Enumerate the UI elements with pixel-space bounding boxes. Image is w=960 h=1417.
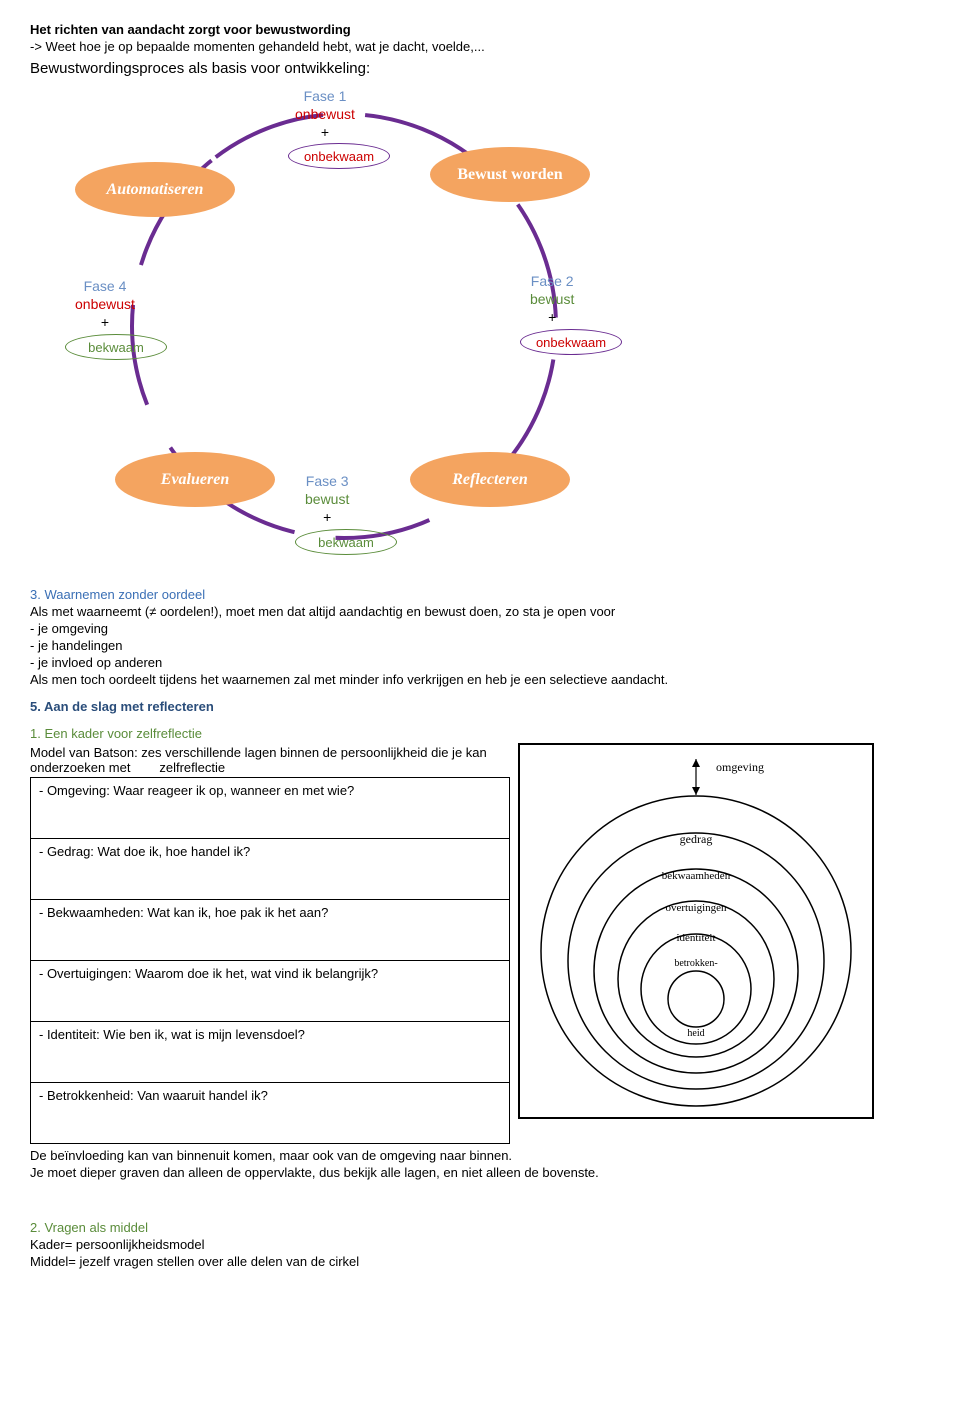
svg-text:gedrag: gedrag	[680, 832, 713, 846]
intro-line2: -> Weet hoe je op bepaalde momenten geha…	[30, 39, 930, 54]
table-row: - Betrokkenheid: Van waaruit handel ik?	[31, 1083, 509, 1143]
kader-intro-b: zelfreflectie	[159, 760, 225, 775]
oval-bewustworden: Bewust worden	[430, 147, 590, 202]
svg-text:heid: heid	[687, 1028, 704, 1039]
batson-circles: omgeving gedrag bekwaamheden overtuiging…	[518, 743, 874, 1119]
kader-section: 1. Een kader voor zelfreflectie Model va…	[30, 726, 930, 1180]
svg-text:overtuigingen: overtuigingen	[665, 902, 727, 914]
fase1-oval: onbekwaam	[288, 143, 390, 169]
intro-line1: Het richten van aandacht zorgt voor bewu…	[30, 22, 930, 37]
fase4: Fase 4 onbewust +	[75, 277, 135, 332]
sec3-b2: - je handelingen	[30, 638, 930, 653]
fase4-oval: bekwaam	[65, 334, 167, 360]
table-row: - Identiteit: Wie ben ik, wat is mijn le…	[31, 1022, 509, 1083]
fase3: Fase 3 bewust +	[305, 472, 349, 527]
sec3-b1: - je omgeving	[30, 621, 930, 636]
fase2: Fase 2 bewust +	[530, 272, 574, 327]
sec3-line2: Als men toch oordeelt tijdens het waarne…	[30, 672, 930, 687]
fase3-oval: bekwaam	[295, 529, 397, 555]
oval-evalueren: Evalueren	[115, 452, 275, 507]
kader-out1: De beïnvloeding kan van binnenuit komen,…	[30, 1148, 930, 1163]
oval-reflecteren: Reflecteren	[410, 452, 570, 507]
vragen-l1: Kader= persoonlijkheidsmodel	[30, 1237, 930, 1252]
vragen-l2: Middel= jezelf vragen stellen over alle …	[30, 1254, 930, 1269]
sec3-b3: - je invloed op anderen	[30, 655, 930, 670]
sec3-heading: 3. Waarnemen zonder oordeel	[30, 587, 930, 602]
table-row: - Bekwaamheden: Wat kan ik, hoe pak ik h…	[31, 900, 509, 961]
intro-subtitle: Bewustwordingsproces als basis voor ontw…	[30, 60, 930, 77]
table-row: - Omgeving: Waar reageer ik op, wanneer …	[31, 778, 509, 839]
oval-automatiseren: Automatiseren	[75, 162, 235, 217]
section-5: 5. Aan de slag met reflecteren	[30, 699, 930, 714]
svg-text:identiteit: identiteit	[676, 932, 715, 944]
kader-intro-a: Model van Batson: zes verschillende lage…	[30, 745, 487, 775]
sec3-line1: Als met waarneemt (≠ oordelen!), moet me…	[30, 604, 930, 619]
table-row: - Overtuigingen: Waarom doe ik het, wat …	[31, 961, 509, 1022]
svg-text:betrokken-: betrokken-	[674, 958, 717, 969]
kader-out2: Je moet dieper graven dan alleen de oppe…	[30, 1165, 930, 1180]
sec5-heading: 5. Aan de slag met reflecteren	[30, 699, 930, 714]
fase1: Fase 1 onbewust +	[295, 87, 355, 142]
svg-text:bekwaamheden: bekwaamheden	[662, 870, 731, 882]
vragen-heading: 2. Vragen als middel	[30, 1220, 930, 1235]
vragen-section: 2. Vragen als middel Kader= persoonlijkh…	[30, 1220, 930, 1269]
cycle-diagram: Fase 1 onbewust + onbekwaam Automatisere…	[30, 87, 680, 567]
section-3: 3. Waarnemen zonder oordeel Als met waar…	[30, 587, 930, 687]
batson-table: - Omgeving: Waar reageer ik op, wanneer …	[30, 777, 510, 1144]
table-row: - Gedrag: Wat doe ik, hoe handel ik?	[31, 839, 509, 900]
fase2-oval: onbekwaam	[520, 329, 622, 355]
svg-text:omgeving: omgeving	[716, 760, 764, 774]
kader-heading: 1. Een kader voor zelfreflectie	[30, 726, 930, 741]
